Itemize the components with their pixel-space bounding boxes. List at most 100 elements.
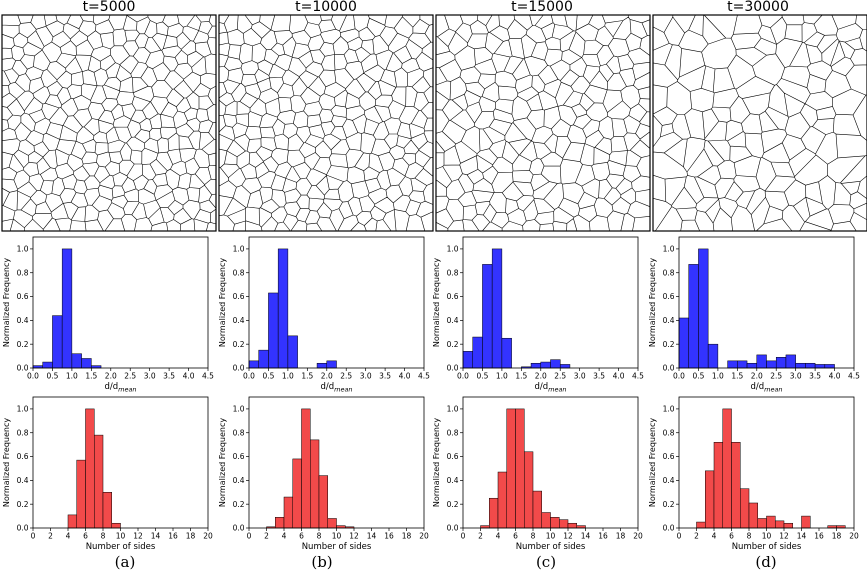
histogram-bar (515, 408, 525, 529)
histogram-bar (540, 361, 551, 369)
y-tick-label: 0.6 (17, 292, 29, 301)
x-tick-label: 4.0 (613, 372, 625, 381)
x-axis-label: d/dmean (750, 382, 782, 394)
y-tick-label: 0.8 (447, 268, 459, 277)
y-tick-label: 0.6 (233, 452, 245, 461)
y-tick-label: 0.0 (663, 364, 675, 373)
y-tick-label: 0.6 (663, 452, 675, 461)
grain-map-d (652, 14, 867, 232)
x-tick-label: 6 (513, 532, 518, 541)
y-tick-label: 0.2 (663, 500, 675, 509)
microstructure-images (1, 14, 867, 232)
histogram-bar (316, 362, 328, 369)
x-tick-label: 18 (402, 532, 412, 541)
histogram-bar (501, 337, 512, 369)
y-tick-label: 0.8 (17, 268, 29, 277)
x-tick-label: 8 (531, 532, 536, 541)
x-tick-label: 6 (83, 532, 88, 541)
histogram-bar (327, 518, 337, 529)
time-title-b: t=10000 (295, 0, 357, 15)
caption-a: (a) (115, 553, 136, 571)
x-tick-label: 20 (203, 532, 213, 541)
x-tick-label: 6 (729, 532, 734, 541)
x-tick-label: 18 (186, 532, 196, 541)
histogram-bar (737, 360, 748, 369)
caption-b: (b) (311, 553, 332, 571)
x-tick-label: 0 (677, 532, 682, 541)
x-tick-label: 4 (66, 532, 71, 541)
histogram-bar (559, 364, 571, 369)
histogram-bar (748, 502, 758, 529)
x-tick-label: 18 (616, 532, 626, 541)
x-tick-label: 4.5 (848, 372, 860, 381)
y-tick-label: 0.6 (447, 452, 459, 461)
y-tick-label: 1.0 (663, 405, 675, 414)
x-tick-label: 8 (317, 532, 322, 541)
x-axis-label: Number of sides (86, 542, 156, 552)
histogram-bar (775, 357, 787, 369)
histogram-bar (746, 362, 758, 369)
y-tick-label: 0.6 (447, 292, 459, 301)
histogram-bar (52, 315, 63, 369)
histogram-bar (326, 360, 337, 369)
x-axis-label-subscript: mean (334, 386, 352, 394)
histogram-bar (713, 442, 723, 529)
x-tick-label: 2 (694, 532, 699, 541)
x-axis-label-subscript: mean (764, 386, 782, 394)
y-tick-label: 0.2 (663, 340, 675, 349)
x-tick-label: 4 (282, 532, 287, 541)
x-tick-label: 16 (384, 532, 394, 541)
histogram-bar (541, 512, 551, 529)
grain-boundaries (218, 14, 434, 232)
x-tick-label: 20 (633, 532, 643, 541)
x-tick-label: 12 (133, 532, 143, 541)
x-tick-label: 10 (546, 532, 556, 541)
y-tick-label: 0.2 (233, 500, 245, 509)
histogram-bar (801, 515, 811, 529)
x-tick-label: 8 (747, 532, 752, 541)
histogram-bar (775, 520, 785, 529)
histogram-bar (76, 459, 86, 529)
chart-sides-b: 0 2 4 6 8 10 12 14 16 18 20 0.0 0.2 0.4 0.6 0.8 1.0 Norma… (218, 396, 429, 552)
y-tick-label: 0.0 (447, 524, 459, 533)
y-tick-label: 1.0 (233, 405, 245, 414)
histogram-bar (277, 248, 289, 369)
y-tick-label: 1.0 (447, 405, 459, 414)
y-tick-label: 0.0 (447, 364, 459, 373)
y-tick-label: 0.6 (17, 452, 29, 461)
histogram-bar (805, 362, 816, 369)
chart-size-b: 0.0 0.5 1.0 1.5 2.0 2.5 3.0 3.5 4.0 4.5 0.0 0.2 0.4 0… (218, 236, 430, 394)
x-tick-label: 3.5 (379, 372, 391, 381)
histogram-bar (814, 364, 826, 369)
histogram-bar (757, 518, 767, 529)
y-tick-label: 0.4 (17, 476, 29, 485)
y-tick-label: 0.6 (233, 292, 245, 301)
y-tick-label: 0.2 (233, 340, 245, 349)
y-tick-label: 1.0 (233, 245, 245, 254)
y-tick-label: 0.2 (447, 340, 459, 349)
histogram-bar (530, 362, 542, 369)
histogram-bar (94, 434, 104, 529)
chart-size-a: 0.0 0.5 1.0 1.5 2.0 2.5 3.0 3.5 4.0 4.5 0.0 0.2 0.4 0… (2, 236, 214, 394)
x-tick-label: 4.5 (202, 372, 214, 381)
x-axis-label-subscript: mean (548, 386, 566, 394)
y-tick-label: 0.2 (17, 500, 29, 509)
histogram-bar (489, 497, 499, 529)
histogram-bar (462, 351, 473, 369)
x-tick-label: 2.5 (124, 372, 136, 381)
grain-map-c (435, 14, 651, 232)
plot-frame (248, 236, 425, 369)
x-tick-label: 2.5 (554, 372, 566, 381)
plot-area (33, 397, 208, 528)
x-axis-label: Number of sides (302, 542, 372, 552)
y-tick-label: 0.4 (663, 316, 675, 325)
x-tick-label: 2.0 (321, 372, 333, 381)
x-tick-label: 2.0 (105, 372, 117, 381)
histogram-bar (102, 492, 112, 529)
x-tick-label: 3.0 (790, 372, 802, 381)
x-tick-label: 4.5 (632, 372, 644, 381)
histogram-bar (318, 475, 328, 529)
x-tick-label: 3.5 (163, 372, 175, 381)
histogram-bar (824, 364, 835, 369)
